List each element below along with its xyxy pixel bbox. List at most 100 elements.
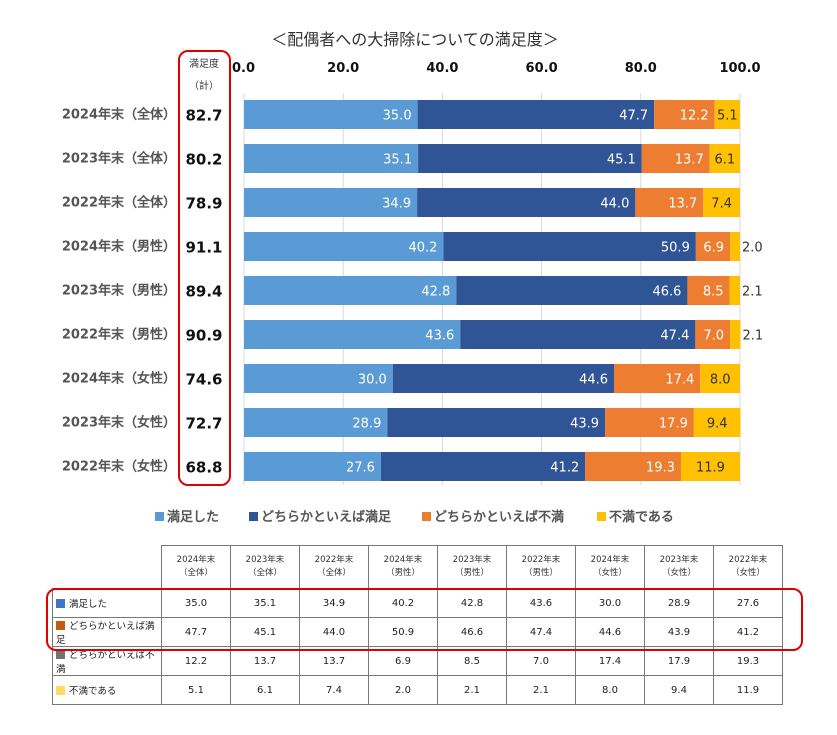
column-group: （男性） [385,568,420,578]
table-body: 満足した 35.0 35.1 34.9 40.2 42.8 43.6 30.0 28.9 27.6… [52,588,783,705]
bar-segment [443,232,696,261]
column-year: 2022年末 [521,555,561,565]
table-cell: 34.9 [299,588,369,618]
table-column-header: 2024年末 （男性） [368,545,438,589]
bar-segment [635,188,704,217]
row-label-text: 満足した [69,599,108,610]
table-cell: 44.0 [299,617,369,647]
data-label: 2.1 [742,285,763,300]
data-label: 13.7 [675,153,704,168]
data-label: 19.3 [646,461,675,476]
bar-segment [417,100,655,129]
data-label: 44.0 [600,197,629,212]
data-label: 8.0 [710,373,731,388]
data-label: 35.0 [383,109,412,124]
bar-segment [730,320,741,349]
bar-segment [614,364,701,393]
table-cell: 50.9 [368,617,438,647]
satisfaction-total: 91.1 [185,239,222,257]
row-label: どちらかといえば不満 [52,646,162,676]
table-cell: 8.5 [437,646,507,676]
data-label: 8.5 [703,285,724,300]
column-year: 2023年末 [245,555,285,565]
table-cell: 2.1 [506,675,576,705]
column-group: （女性） [661,568,696,578]
legend-label: 不満である [609,509,674,525]
row-label-text: どちらかといえば満足 [56,621,155,646]
table-cell: 40.2 [368,588,438,618]
bar-segment [730,232,740,261]
data-label: 42.8 [421,285,450,300]
bar-segment [244,320,461,349]
data-label: 46.6 [652,285,681,300]
data-label: 41.2 [550,461,579,476]
data-label: 7.0 [703,329,724,344]
data-label: 12.2 [680,109,709,124]
bar-row: 2022年末（全体） 78.9 34.9 44.0 13.7 7.4 [62,188,740,217]
data-label: 45.1 [607,153,636,168]
column-year: 2024年末 [383,555,423,565]
table-cell: 5.1 [161,675,231,705]
table-cell: 42.8 [437,588,507,618]
category-label: 2022年末（全体） [62,195,176,211]
column-year: 2024年末 [590,555,630,565]
bar-row: 2022年末（男性） 90.9 43.6 47.4 7.0 2.1 [62,320,763,349]
legend-swatch-icon [56,686,65,695]
row-label: 満足した [52,588,162,618]
bar-segment [680,452,740,481]
bar-segment [244,364,393,393]
data-label: 17.9 [659,417,688,432]
legend-swatch-icon [249,512,258,521]
bar-row: 2023年末（全体） 80.2 35.1 45.1 13.7 6.1 [62,144,740,173]
satisfaction-total: 68.8 [185,459,222,477]
column-group: （全体） [247,568,282,578]
data-label: 7.4 [711,197,732,212]
table-cell: 17.9 [644,646,714,676]
bar-segment [380,452,586,481]
table-cell: 43.6 [506,588,576,618]
table-cell: 8.0 [575,675,645,705]
row-label: 不満である [52,675,162,705]
category-label: 2023年末（女性） [62,415,176,431]
column-group: （女性） [592,568,627,578]
bar-segment [456,276,688,305]
x-tick-label: 40.0 [426,61,458,76]
bar-segment [687,276,730,305]
table-column-header: 2024年末 （女性） [575,545,645,589]
chart-title: ＜配偶者への大掃除についての満足度＞ [271,30,559,49]
bar-segment [729,276,740,305]
data-label: 47.7 [619,109,648,124]
table-row: どちらかといえば不満 12.2 13.7 13.7 6.9 8.5 7.0 17.4 17.9 1… [52,646,783,676]
satisfaction-total: 82.7 [185,107,222,125]
table-row: 不満である 5.1 6.1 7.4 2.0 2.1 2.1 8.0 9.4 11.9 [52,675,783,705]
column-year: 2023年末 [659,555,699,565]
table-cell: 12.2 [161,646,231,676]
satisfaction-total: 72.7 [185,415,222,433]
table-column-header: 2022年末 （男性） [506,545,576,589]
table-cell: 13.7 [299,646,369,676]
table-cell: 2.0 [368,675,438,705]
table-cell: 17.4 [575,646,645,676]
table-cell: 11.9 [713,675,783,705]
legend-swatch-icon [155,512,164,521]
bar-segment [244,144,419,173]
table-cell: 28.9 [644,588,714,618]
table-cell: 7.0 [506,646,576,676]
table-cell: 45.1 [230,617,300,647]
category-label: 2022年末（男性） [62,327,176,343]
table-row: 満足した 35.0 35.1 34.9 40.2 42.8 43.6 30.0 28.9 27.6 [52,588,783,618]
satisfaction-total: 78.9 [185,195,222,213]
bar-row: 2023年末（男性） 89.4 42.8 46.6 8.5 2.1 [62,276,763,305]
bar-segment [695,320,731,349]
x-tick-label: 80.0 [625,61,657,76]
category-label: 2024年末（女性） [62,371,176,387]
table-cell: 2.1 [437,675,507,705]
bar-segment [244,408,388,437]
column-group: （男性） [523,568,558,578]
bar-segment [244,188,418,217]
x-tick-label: 60.0 [526,61,558,76]
bar-segment [709,144,740,173]
satisfaction-total: 74.6 [185,371,222,389]
table-column-header: 2023年末 （全体） [230,545,300,589]
bar-segment [605,408,694,437]
